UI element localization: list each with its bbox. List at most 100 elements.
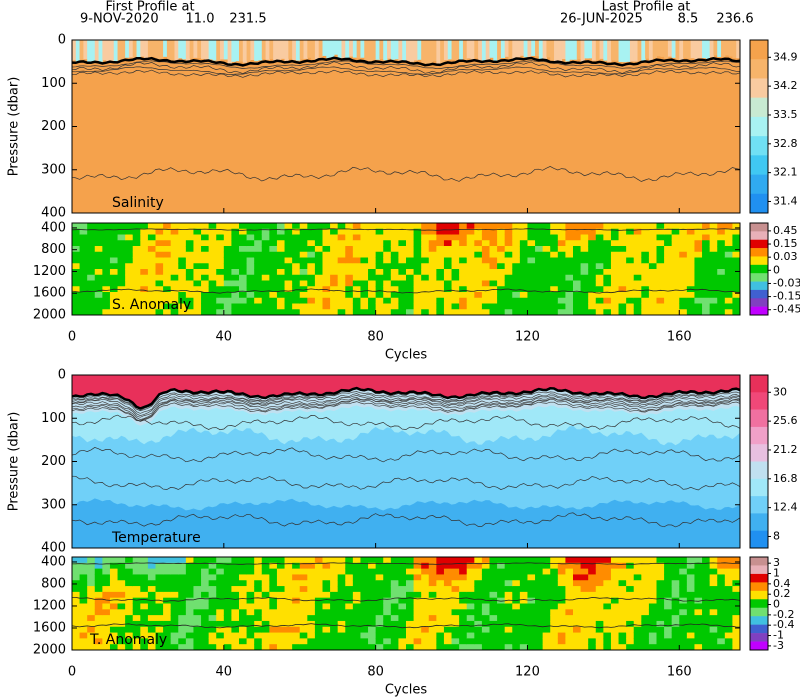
anomaly-cell bbox=[201, 557, 210, 564]
mixed-layer-cell bbox=[561, 40, 566, 60]
anomaly-cell bbox=[125, 240, 134, 247]
anomaly-cell bbox=[125, 292, 134, 299]
y-tick-label: 400 bbox=[41, 220, 66, 235]
anomaly-cell bbox=[550, 274, 559, 281]
colorbar-label: 1 bbox=[773, 567, 780, 580]
anomaly-cell bbox=[185, 644, 194, 650]
y-tick-label: 400 bbox=[41, 541, 66, 556]
anomaly-cell bbox=[702, 638, 711, 645]
first-profile-label: First Profile at bbox=[105, 0, 194, 15]
anomaly-cell bbox=[519, 568, 528, 575]
anomaly-cell bbox=[223, 286, 232, 293]
anomaly-cell bbox=[216, 586, 225, 593]
colorbar-swatch bbox=[750, 193, 768, 214]
anomaly-cell bbox=[261, 574, 270, 581]
anomaly-cell bbox=[239, 557, 248, 564]
mixed-layer-cell bbox=[106, 40, 111, 62]
mixed-layer-cell bbox=[406, 40, 411, 61]
anomaly-cell bbox=[239, 638, 248, 645]
anomaly-cell bbox=[686, 644, 695, 650]
anomaly-cell bbox=[375, 286, 384, 293]
anomaly-cell bbox=[254, 234, 263, 241]
anomaly-cell bbox=[618, 626, 627, 634]
anomaly-cell bbox=[147, 580, 156, 587]
anomaly-cell bbox=[390, 620, 399, 628]
anomaly-cell bbox=[535, 557, 544, 564]
anomaly-cell bbox=[87, 562, 96, 570]
anomaly-cell bbox=[474, 280, 483, 287]
anomaly-cell bbox=[261, 603, 270, 610]
anomaly-cell bbox=[512, 297, 521, 304]
anomaly-cell bbox=[94, 609, 103, 616]
anomaly-cell bbox=[147, 586, 156, 593]
anomaly-cell bbox=[132, 597, 141, 604]
anomaly-cell bbox=[246, 234, 255, 241]
mixed-layer-cell bbox=[102, 40, 107, 61]
anomaly-cell bbox=[94, 280, 103, 287]
anomaly-cell bbox=[443, 309, 453, 315]
mixed-layer-cell bbox=[736, 40, 740, 59]
anomaly-cell bbox=[147, 292, 156, 299]
anomaly-cell bbox=[223, 303, 232, 310]
anomaly-cell bbox=[626, 580, 635, 587]
anomaly-cell bbox=[208, 228, 217, 235]
anomaly-cell bbox=[664, 223, 673, 230]
anomaly-cell bbox=[322, 568, 331, 575]
anomaly-cell bbox=[185, 557, 194, 564]
anomaly-cell bbox=[292, 223, 301, 230]
anomaly-cell bbox=[223, 309, 232, 315]
anomaly-cell bbox=[648, 591, 657, 599]
anomaly-cell bbox=[345, 303, 354, 310]
anomaly-cell bbox=[170, 580, 179, 587]
anomaly-cell bbox=[709, 580, 718, 587]
mixed-layer-cell bbox=[79, 40, 84, 60]
anomaly-cell bbox=[679, 251, 688, 258]
anomaly-cell bbox=[337, 309, 346, 315]
anomaly-cell bbox=[406, 223, 415, 230]
anomaly-cell bbox=[79, 620, 88, 628]
anomaly-cell bbox=[322, 240, 331, 247]
anomaly-cell bbox=[466, 620, 475, 628]
anomaly-cell bbox=[170, 626, 179, 634]
anomaly-cell bbox=[443, 251, 453, 258]
anomaly-cell bbox=[216, 574, 225, 581]
anomaly-cell bbox=[451, 562, 460, 570]
anomaly-cell bbox=[550, 228, 559, 235]
anomaly-cell bbox=[193, 246, 202, 253]
anomaly-cell bbox=[276, 586, 286, 593]
mixed-layer-cell bbox=[189, 40, 194, 59]
anomaly-cell bbox=[595, 586, 604, 593]
anomaly-cell bbox=[406, 251, 415, 258]
anomaly-cell bbox=[231, 223, 240, 230]
anomaly-cell bbox=[724, 591, 733, 599]
anomaly-cell bbox=[360, 557, 369, 564]
anomaly-cell bbox=[527, 257, 536, 264]
anomaly-cell bbox=[398, 228, 407, 235]
anomaly-cell bbox=[474, 274, 483, 281]
anomaly-cell bbox=[474, 234, 483, 241]
anomaly-cell bbox=[527, 580, 536, 587]
anomaly-cell bbox=[633, 303, 642, 310]
mixed-layer-cell bbox=[489, 40, 494, 58]
anomaly-cell bbox=[702, 257, 711, 264]
anomaly-cell bbox=[79, 303, 88, 310]
anomaly-cell bbox=[147, 286, 156, 293]
anomaly-cell bbox=[717, 638, 726, 645]
anomaly-cell bbox=[322, 292, 331, 299]
anomaly-cell bbox=[261, 223, 270, 230]
anomaly-cell bbox=[360, 257, 369, 264]
anomaly-cell bbox=[527, 303, 536, 310]
x-tick-label: 120 bbox=[515, 330, 540, 345]
anomaly-cell bbox=[261, 615, 270, 622]
anomaly-cell bbox=[474, 297, 483, 304]
colorbar-label: 0.2 bbox=[773, 587, 791, 600]
anomaly-cell bbox=[140, 609, 149, 616]
anomaly-cell bbox=[383, 638, 392, 645]
anomaly-cell bbox=[72, 257, 81, 264]
anomaly-cell bbox=[633, 620, 642, 628]
anomaly-cell bbox=[109, 269, 119, 276]
anomaly-cell bbox=[269, 223, 278, 230]
anomaly-cell bbox=[656, 297, 665, 304]
anomaly-cell bbox=[648, 269, 657, 276]
x-tick-label: 0 bbox=[68, 330, 76, 345]
